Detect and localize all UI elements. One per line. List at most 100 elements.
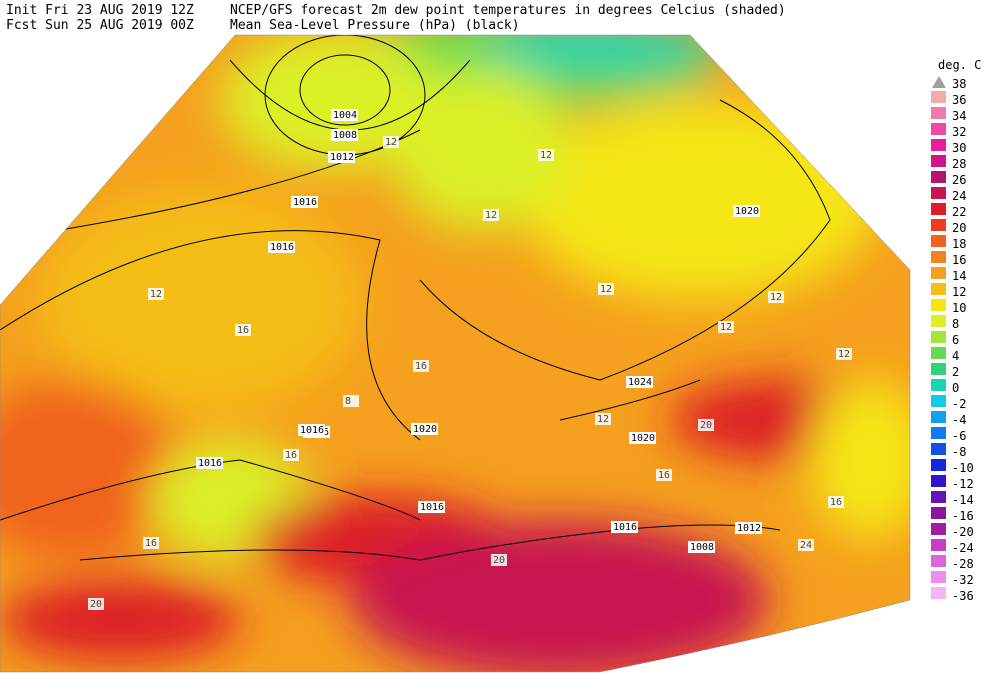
- legend-swatch: [931, 251, 946, 263]
- dewpoint-label-bg: [235, 324, 251, 336]
- isobar-label-bg: [268, 241, 295, 253]
- isobar-label: 1016: [420, 502, 444, 513]
- dewpoint-label-bg: [698, 419, 714, 431]
- dewpoint-label: 12: [600, 284, 612, 295]
- dewpoint-label-bg: [595, 413, 611, 425]
- dewpoint-label-bg: [143, 537, 159, 549]
- legend-label: -20: [952, 525, 974, 539]
- legend-swatch: [931, 139, 946, 151]
- dewpoint-label-bg: [538, 149, 554, 161]
- dewpoint-label: 16: [285, 450, 297, 461]
- legend-swatch: [931, 315, 946, 327]
- legend-swatch: [931, 411, 946, 423]
- isobar-label-bg: [629, 432, 656, 444]
- legend-label: 2: [952, 365, 959, 379]
- legend-label: 16: [952, 253, 966, 267]
- legend-label: 34: [952, 109, 966, 123]
- legend-label: -16: [952, 509, 974, 523]
- legend-label: 38: [952, 77, 966, 91]
- dewpoint-label: 20: [90, 599, 102, 610]
- dewpoint-label-bg: [343, 395, 359, 407]
- legend-label: 28: [952, 157, 966, 171]
- legend-label: 4: [952, 349, 959, 363]
- isobar-label: 1012: [330, 152, 354, 163]
- legend-label: 30: [952, 141, 966, 155]
- legend-swatch: [931, 443, 946, 455]
- dewpoint-label-bg: [656, 469, 672, 481]
- dewpoint-label-bg: [88, 598, 104, 610]
- map-labels: 1004 1008 1012 1016 1016 1016 1020 1024 1020 1016…: [88, 109, 852, 610]
- isobar-label-bg: [331, 129, 358, 141]
- legend-swatch: [931, 379, 946, 391]
- legend-swatch: [931, 395, 946, 407]
- legend-label: -2: [952, 397, 966, 411]
- dewpoint-label: 12: [770, 292, 782, 303]
- legend-label: -8: [952, 445, 966, 459]
- legend-swatch: [931, 587, 946, 599]
- isobar-label-bg: [411, 423, 438, 435]
- map-subtitle: Mean Sea-Level Pressure (hPa) (black): [230, 18, 520, 33]
- dewpoint-label: 12: [540, 150, 552, 161]
- isobar-label-bg: [418, 501, 445, 513]
- legend-swatch: [931, 203, 946, 215]
- legend-swatch: [931, 523, 946, 535]
- isobar-label: 1016: [198, 458, 222, 469]
- dewpoint-label: 12: [597, 414, 609, 425]
- dewpoint-label-bg: [768, 291, 784, 303]
- legend-swatch: [931, 123, 946, 135]
- dewpoint-label: 16: [237, 325, 249, 336]
- init-time: Init Fri 23 AUG 2019 12Z: [6, 3, 194, 18]
- isobar-label: 1020: [735, 206, 759, 217]
- legend-swatch: [931, 539, 946, 551]
- legend-label: -10: [952, 461, 974, 475]
- legend-swatch: [931, 235, 946, 247]
- legend-swatch: [931, 555, 946, 567]
- legend-swatch: [931, 475, 946, 487]
- legend-label: -36: [952, 589, 974, 603]
- isobar-label: 1004: [333, 110, 357, 121]
- legend-label: 20: [952, 221, 966, 235]
- legend-swatch: [931, 91, 946, 103]
- dewpoint-label: 16: [145, 538, 157, 549]
- isobar-label: 1016: [613, 522, 637, 533]
- isobar-label-bg: [626, 376, 653, 388]
- dewpoint-label: 12: [720, 322, 732, 333]
- legend-swatch: [931, 331, 946, 343]
- isobar-label-bg: [328, 151, 355, 163]
- dewpoint-label-bg: [483, 209, 499, 221]
- legend: 38363432302826242220181614121086420-2-4-…: [931, 76, 974, 603]
- isobar-label-bg: [298, 424, 325, 436]
- dewpoint-label-bg: [413, 360, 429, 372]
- isobar-label-bg: [291, 196, 318, 208]
- forecast-time: Fcst Sun 25 AUG 2019 00Z: [6, 18, 194, 33]
- isobar-label-bg: [331, 109, 358, 121]
- legend-label: -32: [952, 573, 974, 587]
- legend-swatch: [931, 219, 946, 231]
- dewpoint-label: 12: [485, 210, 497, 221]
- shaded-field: [0, 35, 910, 672]
- legend-label: 0: [952, 381, 959, 395]
- legend-swatch: [931, 171, 946, 183]
- dewpoint-label: 12: [385, 137, 397, 148]
- dewpoint-label-bg: [798, 539, 814, 551]
- legend-label: -6: [952, 429, 966, 443]
- isobar-label: 1008: [690, 542, 714, 553]
- dewpoint-label-bg: [383, 136, 399, 148]
- legend-title: deg. C: [938, 58, 981, 72]
- isobar-label: 1016: [293, 197, 317, 208]
- isobar-label-bg: [611, 521, 638, 533]
- isobar-label: 1012: [737, 523, 761, 534]
- legend-label: -4: [952, 413, 966, 427]
- legend-swatch: [931, 427, 946, 439]
- legend-swatch: [931, 299, 946, 311]
- legend-label: 32: [952, 125, 966, 139]
- isobar-label: 1020: [413, 424, 437, 435]
- dewpoint-label-bg: [491, 554, 507, 566]
- legend-swatch: [931, 107, 946, 119]
- dewpoint-label-bg: [828, 496, 844, 508]
- legend-label: 14: [952, 269, 966, 283]
- legend-swatch: [931, 491, 946, 503]
- map-title: NCEP/GFS forecast 2m dew point temperatu…: [230, 3, 786, 18]
- legend-label: -28: [952, 557, 974, 571]
